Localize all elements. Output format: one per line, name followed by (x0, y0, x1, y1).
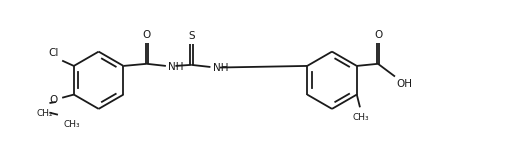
Text: OH: OH (396, 79, 412, 89)
Text: NH: NH (168, 62, 184, 72)
Text: O: O (142, 30, 151, 40)
Text: O: O (374, 30, 382, 40)
Text: CH₃: CH₃ (63, 120, 80, 129)
Text: NH: NH (212, 63, 228, 73)
Text: CH₃: CH₃ (353, 113, 369, 122)
Text: Cl: Cl (49, 48, 59, 59)
Text: CH₂: CH₂ (37, 109, 54, 118)
Text: O: O (50, 95, 58, 105)
Text: S: S (188, 31, 195, 41)
